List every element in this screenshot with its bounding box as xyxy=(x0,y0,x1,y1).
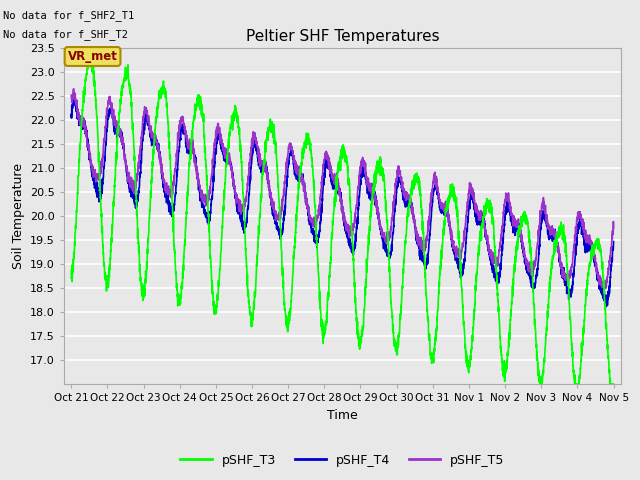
Legend: pSHF_T3, pSHF_T4, pSHF_T5: pSHF_T3, pSHF_T4, pSHF_T5 xyxy=(175,449,509,472)
X-axis label: Time: Time xyxy=(327,408,358,421)
Text: No data for f_SHF2_T1: No data for f_SHF2_T1 xyxy=(3,10,134,21)
Title: Peltier SHF Temperatures: Peltier SHF Temperatures xyxy=(246,29,439,44)
Text: VR_met: VR_met xyxy=(68,50,118,63)
Y-axis label: Soil Temperature: Soil Temperature xyxy=(12,163,24,269)
Text: No data for f_SHF_T2: No data for f_SHF_T2 xyxy=(3,29,128,40)
